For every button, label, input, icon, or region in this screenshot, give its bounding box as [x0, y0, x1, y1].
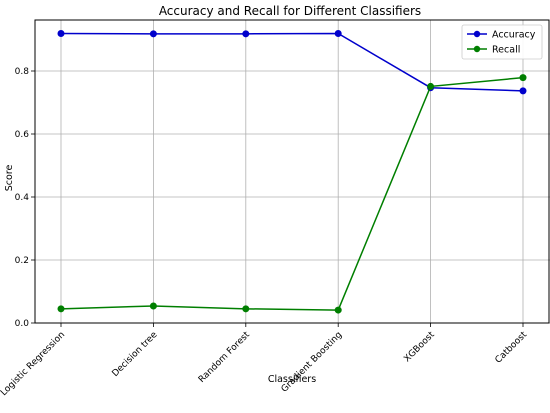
y-tick-label: 0.6 — [15, 130, 30, 140]
series-recall — [57, 74, 527, 314]
y-tick-label: 0.8 — [15, 67, 30, 77]
x-axis-ticks: Logistic Regression Decision tree Random F… — [0, 323, 529, 398]
y-tick-label: 0.4 — [15, 193, 30, 203]
x-tick-label: XGBoost — [402, 330, 437, 365]
data-point — [242, 30, 250, 38]
legend: Accuracy Recall — [461, 24, 543, 60]
x-tick-label: Decision tree — [111, 330, 160, 379]
y-axis-ticks: 0.0 0.2 0.4 0.6 0.8 — [15, 67, 35, 329]
y-tick-label: 0.0 — [15, 319, 30, 329]
legend-item: Accuracy — [467, 30, 536, 41]
series-line — [60, 76, 524, 311]
series-line — [60, 32, 524, 92]
y-tick-label: 0.2 — [15, 256, 29, 266]
legend-marker — [473, 30, 481, 38]
series-layer — [57, 30, 527, 314]
legend-label: Accuracy — [492, 30, 536, 41]
data-point — [57, 30, 65, 38]
data-point — [334, 306, 342, 314]
data-point — [427, 82, 435, 90]
legend-marker — [473, 45, 481, 53]
data-point — [242, 305, 250, 313]
x-tick-label: Random Forest — [197, 330, 252, 385]
grid — [35, 20, 550, 324]
data-point — [519, 87, 527, 95]
y-axis-label: Score — [4, 165, 15, 192]
x-tick-label: Logistic Regression — [0, 330, 67, 398]
x-axis-label: Classifiers — [268, 374, 316, 385]
data-point — [57, 305, 65, 313]
data-point — [519, 74, 527, 82]
chart-title: Accuracy and Recall for Different Classi… — [159, 4, 421, 18]
data-point — [149, 302, 157, 310]
plot-frame — [34, 19, 550, 324]
data-point — [334, 30, 342, 38]
x-tick-label: Catboost — [494, 330, 530, 366]
legend-item: Recall — [467, 45, 520, 56]
data-point — [149, 30, 157, 38]
legend-label: Recall — [492, 45, 520, 56]
